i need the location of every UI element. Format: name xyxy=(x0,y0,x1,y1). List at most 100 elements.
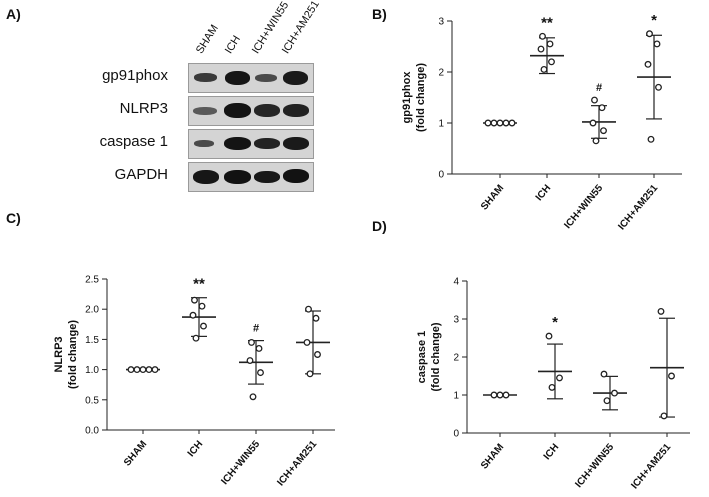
blot-row-label-gp91phox: gp91phox xyxy=(102,67,168,84)
chart-d-data-point xyxy=(502,391,510,399)
chart-c-y-tick-label: 0.5 xyxy=(85,395,99,406)
chart-d-x-tick-label: SHAM xyxy=(479,442,506,472)
chart-c-data-point xyxy=(192,334,200,342)
chart-d-data-point xyxy=(668,372,675,380)
blot-band xyxy=(193,170,219,184)
blot-band xyxy=(254,104,280,117)
chart-b-data-point xyxy=(598,104,606,112)
chart-c-x-tick-label: ICH+AM251 xyxy=(275,439,319,489)
chart-c-data-point xyxy=(133,366,141,374)
chart-b-data-point xyxy=(646,30,653,38)
chart-c-x-tick-label: ICH xyxy=(186,439,206,459)
chart-b-data-point xyxy=(589,119,597,127)
chart-d-y-tick-label: 3 xyxy=(453,315,459,326)
chart-b-data-point xyxy=(600,127,607,135)
chart-b-y-axis-label: (fold change) xyxy=(415,63,427,132)
chart-c-data-point xyxy=(248,338,255,346)
chart-c-y-tick-label: 1.5 xyxy=(85,335,99,346)
blot-band xyxy=(255,74,277,82)
chart-b-x-tick-label: ICH xyxy=(534,183,554,203)
panel-label-c: C) xyxy=(6,210,21,226)
chart-c-data-point xyxy=(200,322,207,330)
chart-d-y-axis-label: (fold change) xyxy=(430,322,442,391)
chart-c-data-point xyxy=(249,393,257,401)
chart-c-data-point xyxy=(257,369,264,377)
chart-c-y-tick-label: 0.0 xyxy=(85,426,99,437)
chart-d-y-axis-label: caspase 1 xyxy=(416,331,428,384)
chart-b-data-point xyxy=(655,83,662,91)
chart-b-data-point xyxy=(591,96,598,104)
blot-band xyxy=(283,137,309,150)
chart-b-y-tick-label: 3 xyxy=(438,17,444,28)
chart-d-y-tick-label: 1 xyxy=(453,391,459,402)
chart-b-data-point xyxy=(484,119,492,127)
chart-d-data-point xyxy=(496,391,504,399)
chart-d-x-tick-label: ICH+WIN55 xyxy=(573,442,616,490)
panel-label-d: D) xyxy=(372,218,387,234)
chart-b-significance-mark: * xyxy=(651,12,657,29)
chart-c-data-point xyxy=(314,351,321,358)
chart-c-data-point xyxy=(198,302,206,310)
chart-c-significance-mark: # xyxy=(253,323,259,335)
chart-d-y-tick-label: 4 xyxy=(453,277,459,288)
chart-d-data-point xyxy=(545,332,553,340)
chart-c-data-point xyxy=(312,314,320,322)
chart-b-y-tick-label: 2 xyxy=(438,68,444,79)
chart-b-data-point xyxy=(647,135,655,143)
chart-c-data-point xyxy=(139,366,147,374)
chart-d-data-point xyxy=(611,389,618,397)
chart-b-x-tick-label: SHAM xyxy=(479,183,506,213)
blot-band xyxy=(224,137,251,150)
blot-band xyxy=(283,71,308,85)
chart-c-data-point xyxy=(189,311,197,319)
blot-band xyxy=(224,170,251,184)
chart-d-data-point xyxy=(556,374,563,382)
blot-strip-gp91phox xyxy=(188,63,314,93)
chart-b-x-tick-label: ICH+WIN55 xyxy=(562,183,605,231)
chart-c-y-axis-label: (fold change) xyxy=(67,320,79,389)
blot-band xyxy=(283,169,309,183)
blot-row-label-gapdh: GAPDH xyxy=(114,166,168,183)
chart-c-data-point xyxy=(303,338,311,346)
chart-b-data-point xyxy=(496,119,504,127)
chart-b-data-point xyxy=(537,45,545,53)
chart-c-data-point xyxy=(246,357,254,364)
chart-b-data-point xyxy=(490,119,498,127)
chart-b-y-tick-label: 1 xyxy=(438,119,444,130)
blot-band xyxy=(254,171,280,183)
chart-d-y-tick-label: 2 xyxy=(453,353,459,364)
blot-strip-nlrp3 xyxy=(188,96,314,126)
blot-strip-gapdh xyxy=(188,162,314,192)
chart-b-significance-mark: ** xyxy=(541,14,553,31)
chart-c-y-axis-label: NLRP3 xyxy=(53,336,65,372)
chart-c-significance-mark: ** xyxy=(193,276,205,293)
chart-c-data-point xyxy=(151,366,159,374)
chart-b-data-point xyxy=(540,65,548,73)
chart-c-data-point xyxy=(191,296,198,304)
chart-d-data-point xyxy=(603,397,611,405)
blot-band xyxy=(254,138,280,149)
chart-c-data-point xyxy=(145,366,153,374)
chart-c-x-tick-label: SHAM xyxy=(122,439,149,469)
chart-d-significance-mark: * xyxy=(552,314,558,331)
chart-d-y-tick-label: 0 xyxy=(453,429,459,440)
chart-b-y-tick-label: 0 xyxy=(438,170,444,181)
blot-row-label-caspase1: caspase 1 xyxy=(99,133,168,150)
chart-d-x-tick-label: ICH+AM251 xyxy=(629,442,673,492)
blot-band xyxy=(283,104,309,117)
chart-c-data-point xyxy=(127,366,135,374)
chart-c-x-tick-label: ICH+WIN55 xyxy=(219,439,262,487)
chart-c-y-tick-label: 2.0 xyxy=(85,305,99,316)
blot-row-label-nlrp3: NLRP3 xyxy=(119,100,168,117)
chart-d-x-tick-label: ICH xyxy=(542,442,562,462)
blot-band xyxy=(193,107,217,115)
chart-b-data-point xyxy=(508,119,516,127)
blot-band xyxy=(224,103,251,118)
chart-b-significance-mark: # xyxy=(596,82,602,94)
chart-b-data-point xyxy=(548,58,555,66)
blot-band xyxy=(194,73,217,82)
chart-c-data-point xyxy=(255,345,263,352)
blot-band xyxy=(194,140,214,147)
chart-c-y-tick-label: 2.5 xyxy=(85,275,99,286)
